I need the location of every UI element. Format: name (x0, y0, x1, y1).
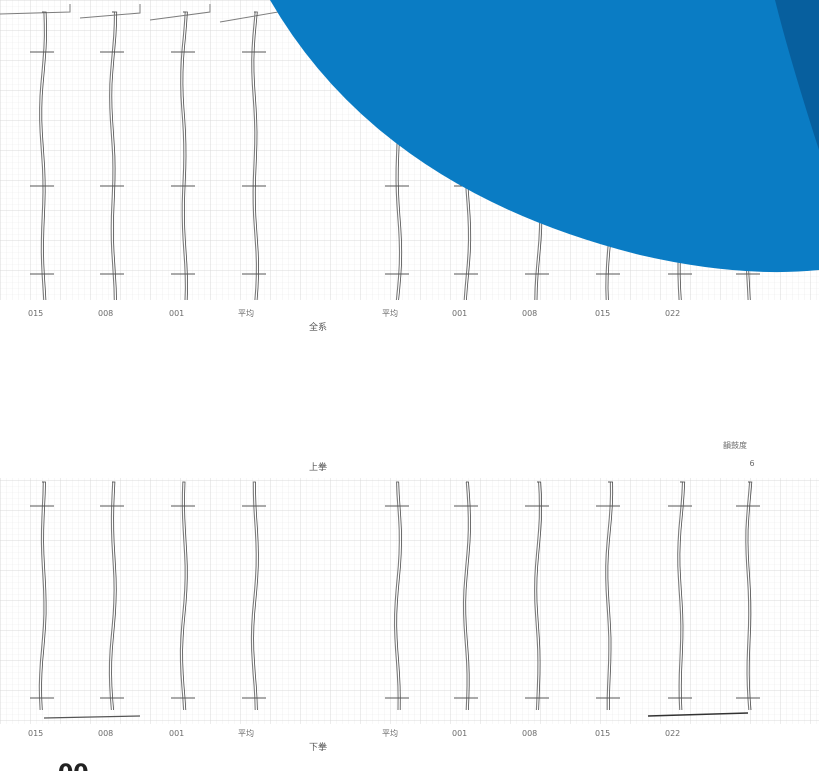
top-trace-dark-0 (41, 11, 48, 301)
bottom-trace-dark-7 (607, 481, 614, 710)
bottom-tick-label-3: 平均 (238, 728, 254, 738)
bottom-trace-dark-9 (747, 481, 753, 711)
top-tick-label-1: 008 (98, 309, 113, 318)
bottom-trace-8 (677, 481, 684, 711)
top-caption: 全系 (309, 321, 327, 333)
bottom-tick-marks (30, 505, 760, 699)
bottom-trace-5 (462, 481, 469, 711)
top-trace-3 (251, 11, 257, 301)
top-trace-dark-3 (253, 11, 260, 301)
bottom-top-caption: 上拳 (309, 461, 327, 473)
bottom-trace-dark-3 (253, 481, 259, 711)
bottom-trace-1 (108, 481, 115, 711)
bottom-trace-dark-5 (465, 481, 471, 711)
bottom-trace-dark-4 (396, 481, 402, 711)
top-tick-label-6: 008 (522, 309, 537, 318)
bottom-tick-label-7: 015 (595, 729, 610, 738)
corner-label: 韻鼓度 (723, 440, 747, 450)
top-tick-label-5: 001 (452, 309, 467, 318)
blue-arc-shape (270, 0, 819, 273)
bottom-tick-label-2: 001 (169, 729, 184, 738)
bottom-tick-labels: 015 008 001 平均 平均 001 008 015 022 (28, 728, 680, 738)
bottom-tick-label-8: 022 (665, 729, 680, 738)
top-trace-dark-2 (182, 11, 189, 301)
top-tick-labels: 015 008 001 平均 平均 001 008 015 022 (28, 308, 680, 318)
bottom-trace-2 (179, 481, 186, 711)
bottom-tick-label-0: 015 (28, 729, 43, 738)
top-trace-dark-1 (111, 11, 118, 301)
bottom-tick-label-5: 001 (452, 729, 467, 738)
top-trace-0 (39, 11, 45, 301)
top-tick-label-2: 001 (169, 309, 184, 318)
top-tick-label-4: 平均 (382, 308, 398, 318)
page-number: 00 (58, 761, 89, 771)
bottom-trace-0 (38, 481, 45, 711)
bottom-trace-7 (605, 481, 612, 710)
bottom-trace-4 (393, 481, 400, 711)
bottom-trace-dark-0 (41, 481, 47, 711)
bottom-trace-3 (250, 481, 257, 711)
bottom-grid-paper (0, 478, 819, 724)
top-tick-label-7: 015 (595, 309, 610, 318)
top-tick-label-0: 015 (28, 309, 43, 318)
bottom-tick-label-6: 008 (522, 729, 537, 738)
bottom-trace-dark-6 (536, 481, 543, 711)
top-trace-1 (109, 11, 116, 301)
bottom-grid-panel: 上拳 韻鼓度 6 015 008 001 平均 平均 001 008 015 022 下拳 (0, 440, 819, 753)
corner-sub-label: 6 (749, 459, 754, 468)
bottom-trace-dark-8 (679, 481, 686, 711)
top-tick-label-3: 平均 (238, 308, 254, 318)
bottom-baseline-right (647, 712, 749, 717)
bottom-trace-9 (745, 481, 751, 711)
bottom-traces (38, 481, 753, 719)
blue-arc-edge (775, 0, 819, 150)
bottom-tick-label-1: 008 (98, 729, 113, 738)
blue-arc-decoration (270, 0, 819, 273)
bottom-trace-dark-1 (111, 481, 117, 711)
top-trace-2 (180, 11, 186, 301)
bottom-trace-dark-2 (182, 481, 188, 711)
bottom-trace-6 (534, 481, 540, 711)
bottom-caption: 下拳 (309, 741, 327, 753)
bottom-tick-label-4: 平均 (382, 728, 398, 738)
top-tick-label-8: 022 (665, 309, 680, 318)
bottom-baseline-left (43, 715, 141, 719)
